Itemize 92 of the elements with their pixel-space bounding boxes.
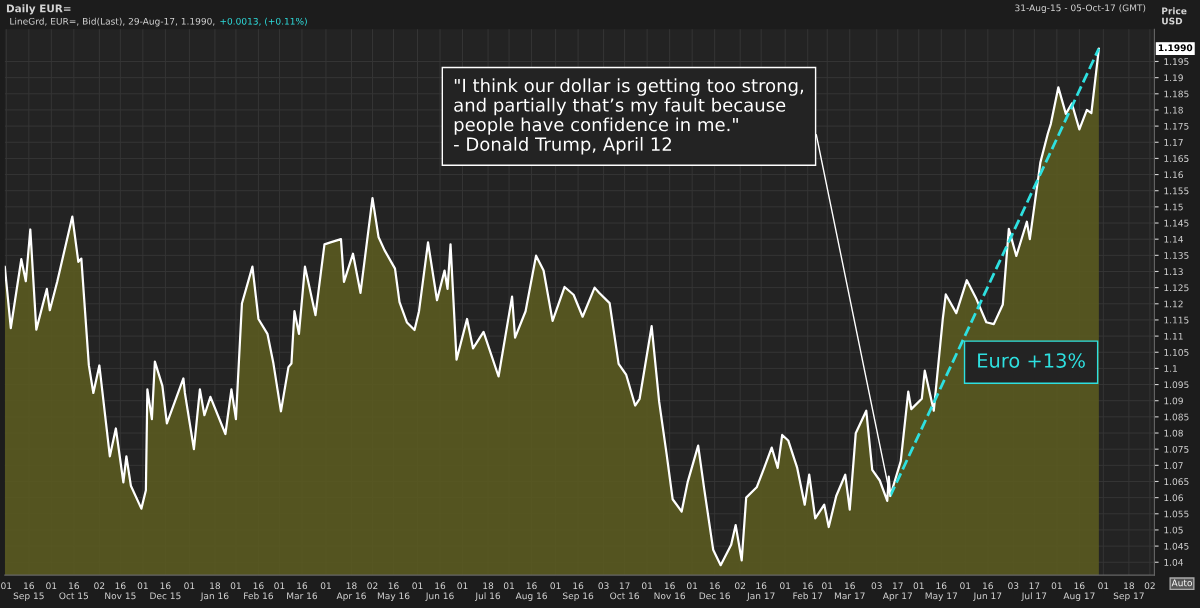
- y-tick-label: 1.155: [1164, 187, 1189, 195]
- y-tick-label: 1.055: [1164, 510, 1189, 518]
- x-tick-label: 01: [550, 582, 561, 590]
- y-tick-label: 1.13: [1164, 268, 1183, 276]
- x-tick-label: 01: [1051, 582, 1062, 590]
- text: +0.0013, (+0.11%): [220, 17, 307, 26]
- y-tick-label: 1.17: [1164, 139, 1183, 146]
- x-tick-label: 16 Aug 16: [515, 582, 547, 601]
- x-tick-label: 17 Jul 17: [1021, 582, 1047, 601]
- y-tick-label: 1.075: [1164, 445, 1189, 453]
- y-tick-label: 1.135: [1164, 252, 1189, 259]
- y-tick-label: 1.105: [1164, 348, 1189, 356]
- text: 1.1990: [1158, 44, 1193, 52]
- x-tick-label: 16 May 17: [925, 582, 958, 601]
- x-tick-label: 18 Apr 16: [336, 582, 366, 601]
- y-tick-label: 1.175: [1164, 122, 1189, 130]
- y-axis-title: Price USD: [1162, 7, 1187, 25]
- x-tick-label: 18 Jan 16: [200, 582, 229, 601]
- y-tick-label: 1.045: [1164, 542, 1189, 550]
- y-tick-label: 1.195: [1164, 58, 1189, 66]
- x-tick-label: 16 Oct 15: [59, 582, 89, 600]
- x-tick-label: 17 Apr 17: [882, 582, 912, 601]
- y-tick-label: 1.185: [1164, 90, 1189, 98]
- chart-title: Daily EUR=: [6, 4, 71, 15]
- x-tick-label: 01: [230, 582, 241, 590]
- x-tick-label: 16 Dec 15: [150, 582, 181, 600]
- x-tick-label: 01: [960, 582, 971, 590]
- y-tick-label: 1.125: [1164, 284, 1189, 292]
- x-tick-label: 16 May 16: [377, 582, 410, 601]
- x-tick-label: 16 Feb 17: [793, 582, 823, 600]
- annotation: Euro +13%: [978, 353, 1085, 368]
- y-tick-label: 1.165: [1164, 155, 1189, 162]
- y-tick-label: 1.08: [1164, 429, 1183, 437]
- y-tick-label: 1.19: [1164, 74, 1183, 82]
- x-tick-label: 16 Dec 16: [699, 582, 731, 600]
- y-tick-label: 1.15: [1164, 203, 1183, 211]
- x-tick-label: 01: [822, 582, 833, 590]
- x-tick-label: 01: [913, 582, 924, 590]
- x-tick-label: 01: [274, 582, 285, 590]
- annotation: "I think our dollar is getting too strong, and partially that’s my fault because people have confidence in me." - Donald Trump, April 12: [454, 78, 803, 155]
- x-tick-label: 16 Mar 17: [834, 582, 865, 600]
- x-tick-label: 02: [367, 582, 378, 590]
- x-tick-label: 16 Nov 15: [105, 582, 136, 600]
- x-tick-label: 01: [412, 582, 423, 590]
- y-tick-label: 1.095: [1164, 381, 1189, 389]
- y-tick-label: 1.115: [1164, 316, 1189, 324]
- x-tick-label: 16 Sep 16: [563, 582, 594, 601]
- y-tick-label: 1.09: [1164, 397, 1183, 405]
- x-tick-label: 01: [184, 582, 195, 590]
- y-tick-label: 1.05: [1164, 526, 1183, 534]
- x-tick-label: 18 Sep 17: [1113, 582, 1144, 601]
- x-tick-label: 01: [46, 582, 57, 590]
- x-tick-label: 02: [94, 582, 105, 590]
- x-tick-label: 01: [1098, 582, 1109, 590]
- x-tick-label: 01: [687, 582, 698, 590]
- x-tick-label: 02: [735, 582, 746, 590]
- y-tick-label: 1.085: [1164, 413, 1189, 421]
- x-tick-label: 18 Jul 16: [474, 582, 501, 601]
- x-tick-label: 16 Sep 15: [13, 582, 44, 601]
- x-tick-label: 03: [871, 582, 882, 590]
- x-tick-label: 01: [780, 582, 791, 590]
- x-tick-label: 03: [1008, 582, 1019, 590]
- text: 31-Aug-15 - 05-Oct-17 (GMT): [1015, 4, 1146, 13]
- chart-subtitle: LineGrd, EUR=, Bid(Last), 29-Aug-17, 1.1990,: [10, 17, 215, 27]
- x-tick-label: 03: [598, 582, 609, 590]
- x-tick-label: 16 Nov 16: [654, 582, 686, 600]
- y-tick-label: 1.065: [1164, 478, 1189, 486]
- x-tick-label: 16 Jun 17: [973, 582, 1002, 601]
- x-tick-label: 16 Feb 16: [244, 582, 274, 600]
- x-tick-label: 16 Mar 16: [287, 582, 318, 600]
- x-tick-label: 01: [457, 582, 468, 590]
- x-tick-label: 02: [1144, 582, 1155, 590]
- x-tick-label: 01: [641, 582, 653, 590]
- y-tick-label: 1.11: [1164, 332, 1183, 340]
- text: Auto: [1171, 579, 1192, 587]
- y-tick-label: 1.18: [1164, 106, 1183, 114]
- x-tick-label: 16 Jan 17: [746, 582, 775, 601]
- x-tick-label: 17 Oct 16: [610, 582, 640, 600]
- y-tick-label: 1.07: [1164, 462, 1183, 469]
- x-tick-label: 16 Jun 16: [425, 582, 454, 601]
- y-tick-label: 1.04: [1164, 558, 1184, 566]
- y-tick-label: 1.145: [1164, 219, 1189, 227]
- y-tick-label: 1.1: [1164, 365, 1177, 372]
- x-tick-label: 01: [503, 582, 514, 590]
- x-tick-label: 01: [320, 582, 331, 590]
- y-tick-label: 1.14: [1164, 236, 1184, 243]
- y-tick-label: 1.12: [1164, 300, 1183, 308]
- x-tick-label: 01: [1, 582, 12, 590]
- y-tick-label: 1.06: [1164, 494, 1183, 502]
- y-tick-label: 1.16: [1164, 171, 1183, 179]
- x-tick-label: 01: [137, 582, 148, 590]
- x-tick-label: 16 Aug 17: [1063, 582, 1095, 601]
